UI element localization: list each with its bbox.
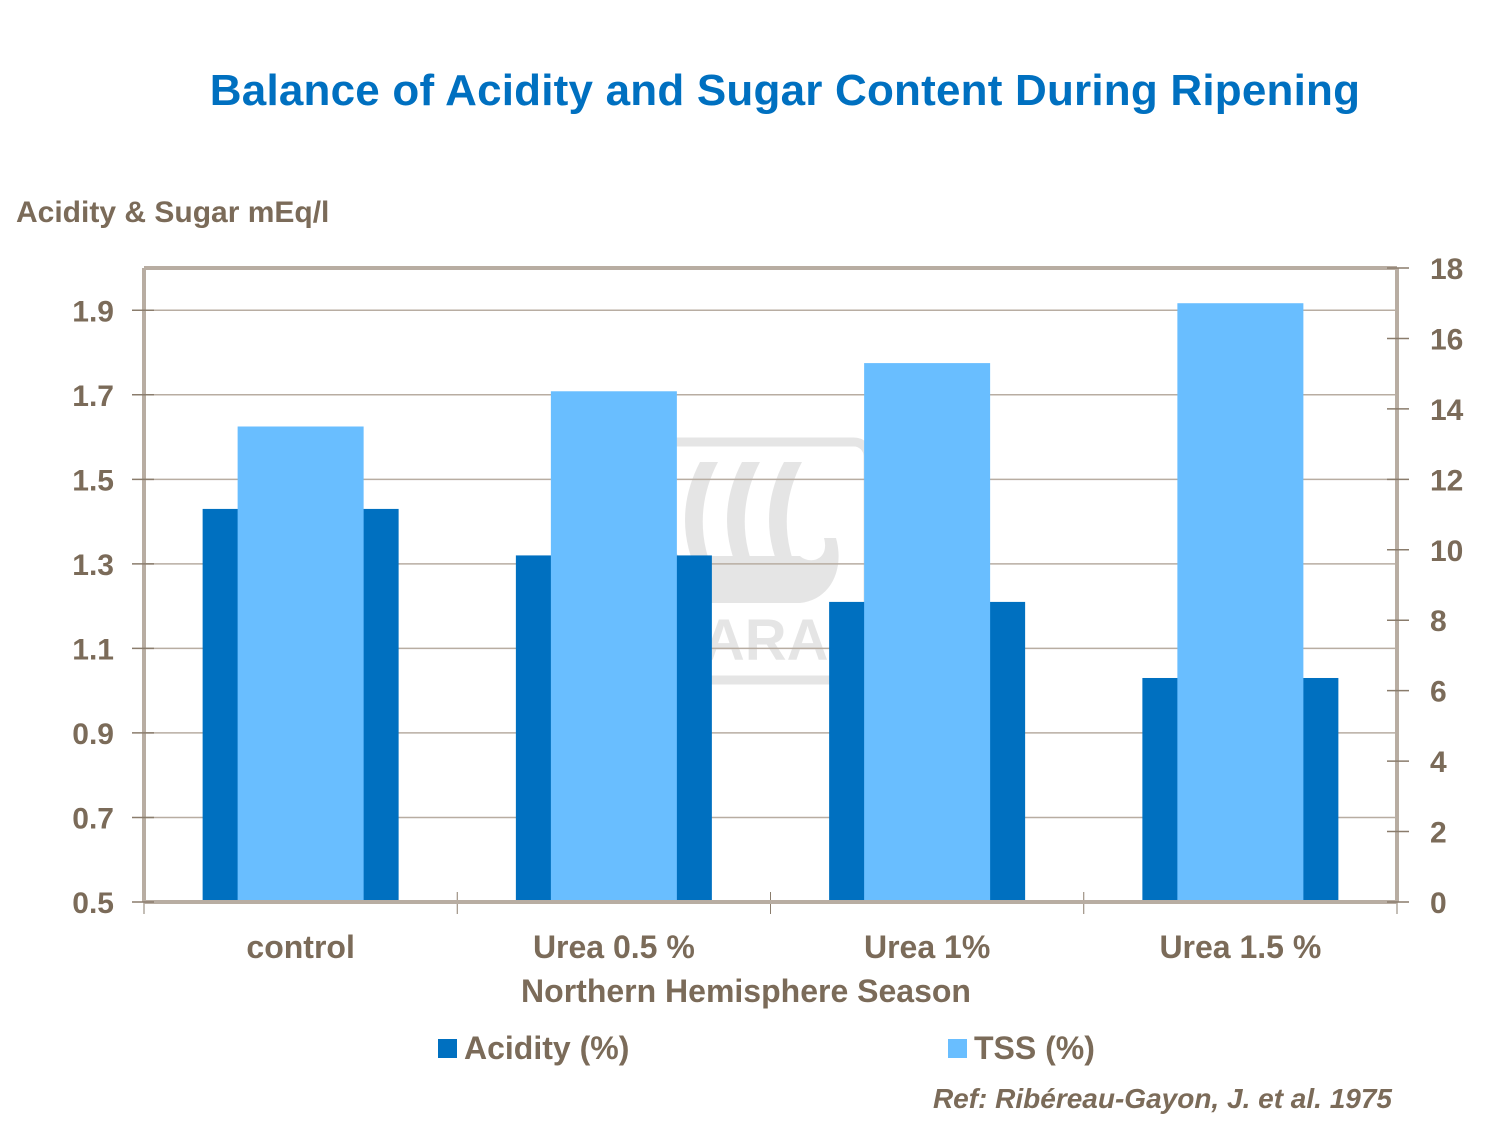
right-tick-label: 14: [1430, 394, 1464, 427]
legend-item-acidity: Acidity (%): [438, 1030, 629, 1067]
right-tick-label: 2: [1430, 817, 1447, 850]
x-axis-title: Northern Hemisphere Season: [521, 973, 971, 1009]
left-tick-label: 1.7: [72, 380, 114, 413]
bar-tss: [550, 391, 677, 902]
left-tick-label: 0.7: [72, 802, 114, 835]
left-tick-label: 0.9: [72, 718, 114, 751]
chart-title: Balance of Acidity and Sugar Content Dur…: [209, 66, 1361, 115]
left-tick-label: 1.1: [72, 633, 114, 666]
category-label: Urea 1%: [864, 929, 990, 965]
right-tick-label: 12: [1430, 464, 1463, 497]
bars: [202, 303, 1339, 903]
legend-label-acidity: Acidity (%): [464, 1030, 630, 1066]
category-label: Urea 0.5 %: [533, 929, 695, 965]
right-tick-label: 10: [1430, 535, 1463, 568]
reference-citation: Ref: Ribéreau-Gayon, J. et al. 1975: [932, 1083, 1392, 1114]
left-tick-label: 1.9: [72, 295, 114, 328]
y-axis-title: Acidity & Sugar mEq/l: [16, 196, 330, 229]
right-tick-label: 16: [1430, 323, 1463, 356]
bar-tss: [1177, 303, 1304, 902]
left-axis-ticks: 0.5 0.7 0.9 1.1 1.3 1.5 1.7 1.9: [72, 295, 154, 920]
bar-tss: [864, 363, 991, 903]
right-tick-label: 0: [1430, 887, 1447, 920]
legend-swatch-tss: [948, 1039, 967, 1058]
left-tick-label: 1.3: [72, 549, 114, 582]
category-label: Urea 1.5 %: [1159, 929, 1321, 965]
category-labels: control Urea 0.5 % Urea 1% Urea 1.5 %: [246, 929, 1321, 965]
axes: [142, 266, 1399, 914]
right-axis-ticks: 0 2 4 6 8 10 12 14 16 18: [1387, 253, 1464, 920]
right-tick-label: 18: [1430, 253, 1463, 286]
legend-item-tss: TSS (%): [948, 1030, 1095, 1067]
right-tick-label: 8: [1430, 605, 1447, 638]
right-tick-label: 4: [1430, 746, 1447, 779]
legend-label-tss: TSS (%): [974, 1030, 1095, 1066]
category-label: control: [246, 929, 354, 965]
bar-tss: [237, 426, 364, 902]
right-tick-label: 6: [1430, 676, 1447, 709]
legend-swatch-acidity: [438, 1039, 457, 1058]
left-tick-label: 1.5: [72, 464, 114, 497]
left-tick-label: 0.5: [72, 887, 114, 920]
